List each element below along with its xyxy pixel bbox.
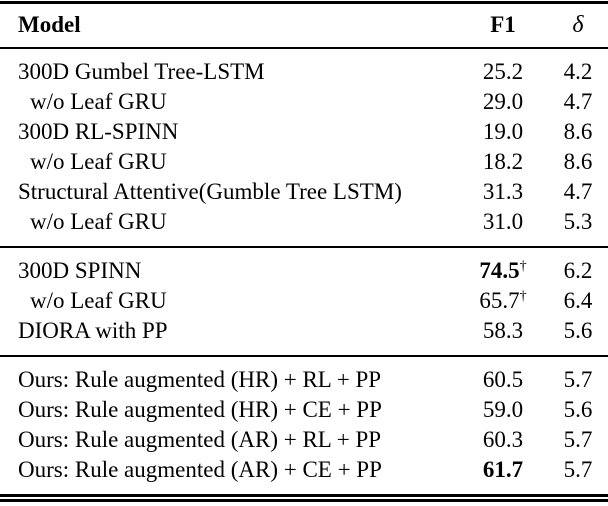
model-name-cell: Structural Attentive(Gumble Tree LSTM) <box>18 178 402 204</box>
model-name-cell: Ours: Rule augmented (HR) + CE + PP <box>18 396 382 422</box>
model-name-cell: DIORA with PP <box>18 317 168 343</box>
table-row: 300D Gumbel Tree-LSTM 25.2 4.2 <box>0 48 608 87</box>
model-name-cell: w/o Leaf GRU <box>30 208 167 234</box>
header-row: Model F1 δ <box>0 2 608 49</box>
f1-value: 60.3 <box>482 426 524 452</box>
dagger-marker: † <box>519 288 527 304</box>
table-header: Model F1 δ <box>0 2 608 49</box>
f1-value-cell: 29.0 <box>458 87 548 117</box>
table-row: w/o Leaf GRU 18.2 8.6 <box>0 147 608 177</box>
table-row: Ours: Rule augmented (AR) + RL + PP 60.3 5… <box>0 425 608 455</box>
model-name-cell: w/o Leaf GRU <box>30 88 167 114</box>
delta-value-cell: 5.7 <box>563 456 593 482</box>
table-section-supervised-baselines: 300D SPINN 74.5† 6.2 w/o Leaf GRU 65.7† 6.4 DI… <box>0 246 608 356</box>
table-row: Structural Attentive(Gumble Tree LSTM) 31… <box>0 177 608 207</box>
model-name-cell: 300D Gumbel Tree-LSTM <box>18 58 265 84</box>
table-row: Ours: Rule augmented (HR) + RL + PP 60.5 5… <box>0 356 608 395</box>
model-name-cell: Ours: Rule augmented (AR) + RL + PP <box>18 426 382 452</box>
dagger-marker: † <box>519 258 527 274</box>
delta-value-cell: 8.6 <box>563 118 593 144</box>
column-header-delta: δ <box>548 2 608 49</box>
f1-value: 31.0 <box>482 208 524 234</box>
delta-value-cell: 4.2 <box>563 58 593 84</box>
table-row: w/o Leaf GRU 65.7† 6.4 <box>0 286 608 316</box>
model-name-cell: w/o Leaf GRU <box>30 148 167 174</box>
delta-value-cell: 5.6 <box>563 396 593 422</box>
table-row: 300D RL-SPINN 19.0 8.6 <box>0 117 608 147</box>
column-header-f1: F1 <box>458 2 548 49</box>
f1-value-cell: 59.0 <box>458 395 548 425</box>
f1-value: 60.5 <box>482 366 524 392</box>
delta-value-cell: 5.7 <box>563 426 593 452</box>
table-section-unsupervised-baselines: 300D Gumbel Tree-LSTM 25.2 4.2 w/o Leaf GRU… <box>0 47 608 247</box>
f1-value: 61.7 <box>482 456 524 482</box>
delta-value-cell: 4.7 <box>563 178 593 204</box>
table-row: Ours: Rule augmented (HR) + CE + PP 59.0 5… <box>0 395 608 425</box>
f1-value-cell: 60.5 <box>458 356 548 395</box>
f1-value: 65.7 <box>479 287 520 313</box>
table-row: Ours: Rule augmented (AR) + CE + PP 61.7 5… <box>0 455 608 498</box>
f1-value: 58.3 <box>482 317 524 343</box>
column-header-model: Model <box>0 2 458 49</box>
model-name-cell: 300D SPINN <box>18 257 142 283</box>
model-name-cell: 300D RL-SPINN <box>18 118 179 144</box>
delta-value-cell: 8.6 <box>563 148 593 174</box>
table-row: w/o Leaf GRU 29.0 4.7 <box>0 87 608 117</box>
f1-value: 59.0 <box>482 396 524 422</box>
f1-value: 29.0 <box>482 88 524 114</box>
delta-value-cell: 5.6 <box>563 317 593 343</box>
table-row: DIORA with PP 58.3 5.6 <box>0 316 608 356</box>
table-section-ours: Ours: Rule augmented (HR) + RL + PP 60.5 5… <box>0 355 608 498</box>
f1-value: 25.2 <box>482 58 524 84</box>
f1-value-cell: 65.7† <box>458 286 548 316</box>
f1-value-cell: 18.2 <box>458 147 548 177</box>
f1-value-cell: 60.3 <box>458 425 548 455</box>
delta-value-cell: 4.7 <box>563 88 593 114</box>
model-name-cell: w/o Leaf GRU <box>30 287 167 313</box>
model-name-cell: Ours: Rule augmented (AR) + CE + PP <box>18 456 382 482</box>
f1-value-cell: 19.0 <box>458 117 548 147</box>
f1-value-cell: 25.2 <box>458 48 548 87</box>
f1-value-cell: 31.0 <box>458 207 548 247</box>
f1-value: 74.5 <box>479 257 520 283</box>
f1-value-cell: 61.7 <box>458 455 548 498</box>
f1-value-cell: 74.5† <box>458 247 548 286</box>
f1-value: 19.0 <box>482 118 524 144</box>
delta-value-cell: 5.7 <box>563 366 593 392</box>
delta-value-cell: 6.4 <box>563 287 593 313</box>
f1-value-cell: 31.3 <box>458 177 548 207</box>
table-row: 300D SPINN 74.5† 6.2 <box>0 247 608 286</box>
model-name-cell: Ours: Rule augmented (HR) + RL + PP <box>18 366 382 392</box>
f1-value: 31.3 <box>482 178 524 204</box>
f1-value: 18.2 <box>482 148 524 174</box>
table-row: w/o Leaf GRU 31.0 5.3 <box>0 207 608 247</box>
f1-value-cell: 58.3 <box>458 316 548 356</box>
delta-value-cell: 6.2 <box>563 257 593 283</box>
delta-value-cell: 5.3 <box>563 208 593 234</box>
